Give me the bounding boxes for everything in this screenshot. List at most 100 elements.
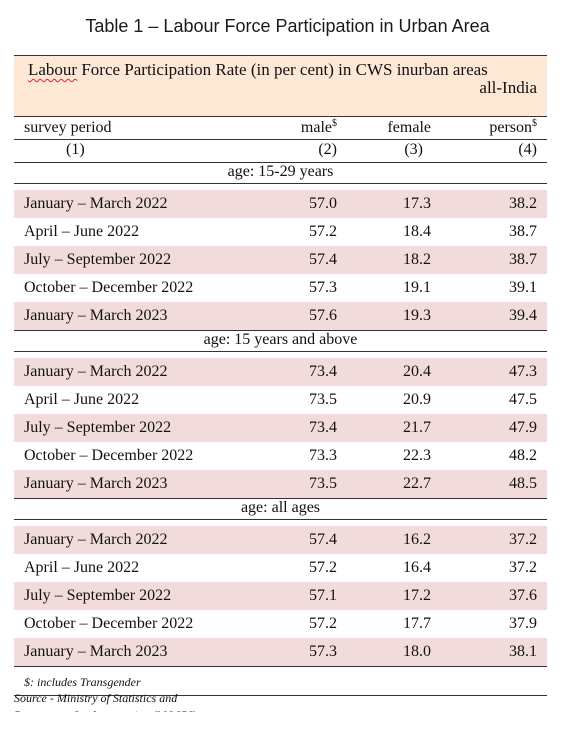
- cell-male: 57.4: [309, 531, 337, 548]
- col-num-4: (4): [518, 141, 537, 158]
- source-note: Source - Ministry of Statistics and Prog…: [14, 691, 196, 712]
- cell-period: July – September 2022: [24, 251, 172, 268]
- cell-female: 16.2: [403, 531, 431, 548]
- cell-female: 18.0: [403, 643, 431, 660]
- col-header-person: person$: [489, 118, 537, 137]
- cell-female: 22.3: [403, 447, 431, 464]
- cell-male: 57.3: [309, 279, 337, 296]
- cell-period: January – March 2022: [24, 195, 168, 212]
- column-header-row: survey period male$ female person$: [14, 117, 547, 139]
- cell-male: 57.2: [309, 223, 337, 240]
- cell-male: 57.6: [309, 307, 337, 324]
- cell-person: 47.3: [509, 363, 537, 380]
- table-header-box: Labour Force Participation Rate (in per …: [14, 55, 547, 117]
- table-row: April – June 2022 57.2 18.4 38.7: [14, 218, 547, 246]
- table-row: January – March 2023 73.5 22.7 48.5: [14, 470, 547, 499]
- cell-male: 57.3: [309, 643, 337, 660]
- cell-period: January – March 2022: [24, 363, 168, 380]
- col-num-1: (1): [66, 141, 85, 158]
- dollar-footnote-mark: $: [332, 118, 337, 129]
- cell-male: 73.3: [309, 447, 337, 464]
- table-row: April – June 2022 57.2 16.4 37.2: [14, 554, 547, 582]
- table-row: January – March 2023 57.3 18.0 38.1: [14, 638, 547, 667]
- table-header-region: all-India: [479, 78, 537, 97]
- cell-person: 39.4: [509, 307, 537, 324]
- cell-person: 48.5: [509, 475, 537, 492]
- cell-period: October – December 2022: [24, 615, 194, 632]
- table-title: Table 1 – Labour Force Participation in …: [85, 16, 490, 36]
- labour-force-table: Labour Force Participation Rate (in per …: [14, 55, 547, 696]
- table-header-text: Force Participation Rate (in per cent) i…: [77, 60, 488, 79]
- age-group-header: age: all ages: [14, 499, 547, 520]
- cell-female: 20.9: [403, 391, 431, 408]
- cell-person: 37.6: [509, 587, 537, 604]
- table-row: January – March 2022 73.4 20.4 47.3: [14, 358, 547, 386]
- cell-male: 57.2: [309, 559, 337, 576]
- cell-male: 73.5: [309, 391, 337, 408]
- cell-male: 73.5: [309, 475, 337, 492]
- cell-male: 73.4: [309, 363, 337, 380]
- cell-person: 37.9: [509, 615, 537, 632]
- cell-female: 16.4: [403, 559, 431, 576]
- cell-person: 38.2: [509, 195, 537, 212]
- table-row: July – September 2022 73.4 21.7 47.9: [14, 414, 547, 442]
- cell-person: 38.1: [509, 643, 537, 660]
- cell-female: 17.7: [403, 615, 431, 632]
- cell-female: 18.2: [403, 251, 431, 268]
- table-row: October – December 2022 73.3 22.3 48.2: [14, 442, 547, 470]
- spellcheck-word: Labour: [28, 60, 78, 79]
- cell-person: 39.1: [509, 279, 537, 296]
- cell-person: 47.5: [509, 391, 537, 408]
- cell-person: 47.9: [509, 419, 537, 436]
- age-group-header: age: 15-29 years: [14, 163, 547, 184]
- table-row: January – March 2022 57.0 17.3 38.2: [14, 190, 547, 218]
- cell-person: 38.7: [509, 223, 537, 240]
- table-body: age: 15-29 years January – March 2022 57.0…: [14, 163, 547, 667]
- cell-person: 37.2: [509, 559, 537, 576]
- cell-period: October – December 2022: [24, 447, 194, 464]
- cell-period: January – March 2023: [24, 475, 168, 492]
- col-header-period: survey period: [24, 119, 112, 136]
- table-row: January – March 2023 57.6 19.3 39.4: [14, 302, 547, 331]
- col-header-female: female: [387, 119, 431, 136]
- cell-period: April – June 2022: [24, 559, 140, 576]
- cell-person: 48.2: [509, 447, 537, 464]
- cell-period: April – June 2022: [24, 391, 140, 408]
- column-number-row: (1) (2) (3) (4): [14, 139, 547, 163]
- cell-period: January – March 2023: [24, 307, 168, 324]
- age-group-label: age: 15-29 years: [227, 163, 334, 180]
- cell-female: 17.2: [403, 587, 431, 604]
- cell-period: January – March 2022: [24, 531, 168, 548]
- col-header-male: male$: [300, 118, 337, 137]
- table-row: January – March 2022 57.4 16.2 37.2: [14, 526, 547, 554]
- table-header-line1: Labour Force Participation Rate (in per …: [28, 60, 488, 80]
- cell-period: October – December 2022: [24, 279, 194, 296]
- cell-male: 57.2: [309, 615, 337, 632]
- dollar-footnote-mark: $: [532, 118, 537, 129]
- cell-period: January – March 2023: [24, 643, 168, 660]
- cell-female: 17.3: [403, 195, 431, 212]
- cell-period: April – June 2022: [24, 223, 140, 240]
- cell-female: 19.1: [403, 279, 431, 296]
- table-row: October – December 2022 57.2 17.7 37.9: [14, 610, 547, 638]
- table-row: April – June 2022 73.5 20.9 47.5: [14, 386, 547, 414]
- table-row: July – September 2022 57.1 17.2 37.6: [14, 582, 547, 610]
- cell-female: 20.4: [403, 363, 431, 380]
- cell-female: 19.3: [403, 307, 431, 324]
- table-row: October – December 2022 57.3 19.1 39.1: [14, 274, 547, 302]
- cell-female: 18.4: [403, 223, 431, 240]
- cell-female: 22.7: [403, 475, 431, 492]
- cell-male: 57.0: [309, 195, 337, 212]
- cell-male: 57.1: [309, 587, 337, 604]
- table-row: July – September 2022 57.4 18.2 38.7: [14, 246, 547, 274]
- cell-female: 21.7: [403, 419, 431, 436]
- cell-male: 73.4: [309, 419, 337, 436]
- col-num-2: (2): [318, 141, 337, 158]
- cell-person: 37.2: [509, 531, 537, 548]
- footnote: $: includes Transgender: [14, 667, 547, 696]
- col-num-3: (3): [404, 141, 423, 158]
- cell-person: 38.7: [509, 251, 537, 268]
- cell-period: July – September 2022: [24, 419, 172, 436]
- age-group-header: age: 15 years and above: [14, 331, 547, 352]
- age-group-label: age: 15 years and above: [203, 331, 358, 348]
